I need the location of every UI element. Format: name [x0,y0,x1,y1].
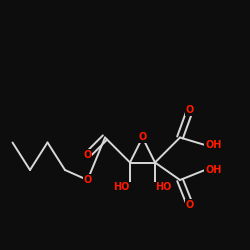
Text: O: O [84,150,92,160]
Text: O: O [186,105,194,115]
Text: OH: OH [205,140,222,150]
Text: OH: OH [205,165,222,175]
Text: HO: HO [114,182,130,192]
Text: O: O [84,175,92,185]
Text: HO: HO [155,182,172,192]
Text: O: O [138,132,146,142]
Text: O: O [186,200,194,210]
